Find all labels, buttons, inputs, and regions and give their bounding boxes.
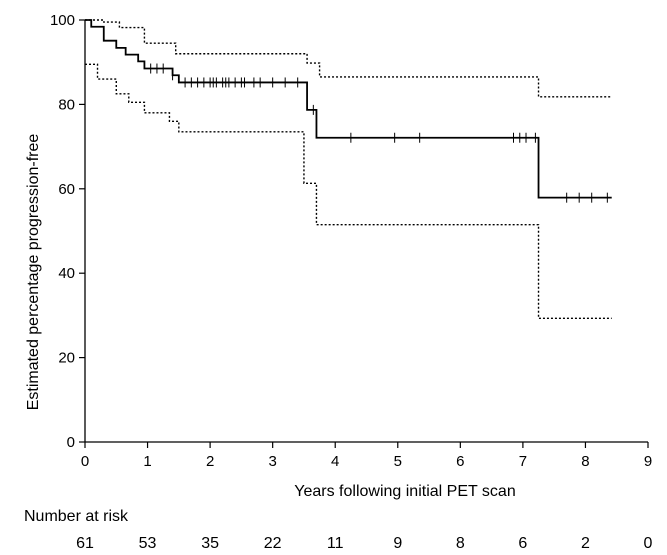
x-tick-label: 3 xyxy=(268,453,276,470)
risk-count: 0 xyxy=(644,535,653,552)
risk-count: 6 xyxy=(518,535,527,552)
x-tick-label: 4 xyxy=(331,453,339,470)
risk-count: 35 xyxy=(201,535,219,552)
risk-count: 11 xyxy=(327,535,344,552)
estimate-curve xyxy=(85,19,612,203)
risk-table: 61 53 35 22 11 9 8 6 2 0 xyxy=(76,535,652,552)
risk-count: 2 xyxy=(581,535,590,552)
axes xyxy=(79,19,649,448)
x-tick-label: 9 xyxy=(644,453,652,470)
confidence-band xyxy=(85,19,612,320)
y-tick-label: 0 xyxy=(67,434,75,451)
x-axis-title: Years following initial PET scan xyxy=(294,483,515,500)
lower-ci-line xyxy=(85,63,612,320)
risk-count: 53 xyxy=(139,535,157,552)
upper-ci-line xyxy=(85,19,612,98)
x-tick-label: 2 xyxy=(206,453,214,470)
x-tick-label: 7 xyxy=(519,453,527,470)
estimate-line xyxy=(85,19,612,199)
risk-count: 9 xyxy=(393,535,402,552)
x-tick-label: 6 xyxy=(456,453,464,470)
y-axis-title: Estimated percentage progression-free xyxy=(25,134,42,411)
risk-count: 22 xyxy=(264,535,282,552)
y-tick-label: 60 xyxy=(58,181,75,198)
y-tick-label: 20 xyxy=(58,350,75,367)
x-tick-label: 8 xyxy=(581,453,589,470)
y-tick-label: 100 xyxy=(50,12,75,29)
risk-table-label: Number at risk xyxy=(24,508,129,525)
y-tick-label: 40 xyxy=(58,265,75,282)
x-tick-label: 0 xyxy=(81,453,89,470)
x-tick-label: 1 xyxy=(143,453,151,470)
x-tick-label: 5 xyxy=(394,453,402,470)
risk-count: 61 xyxy=(76,535,94,552)
y-tick-label: 80 xyxy=(58,96,75,113)
tick-labels: 0 1 2 3 4 5 6 7 8 9 0 20 40 60 80 100 xyxy=(50,12,652,470)
risk-count: 8 xyxy=(456,535,465,552)
